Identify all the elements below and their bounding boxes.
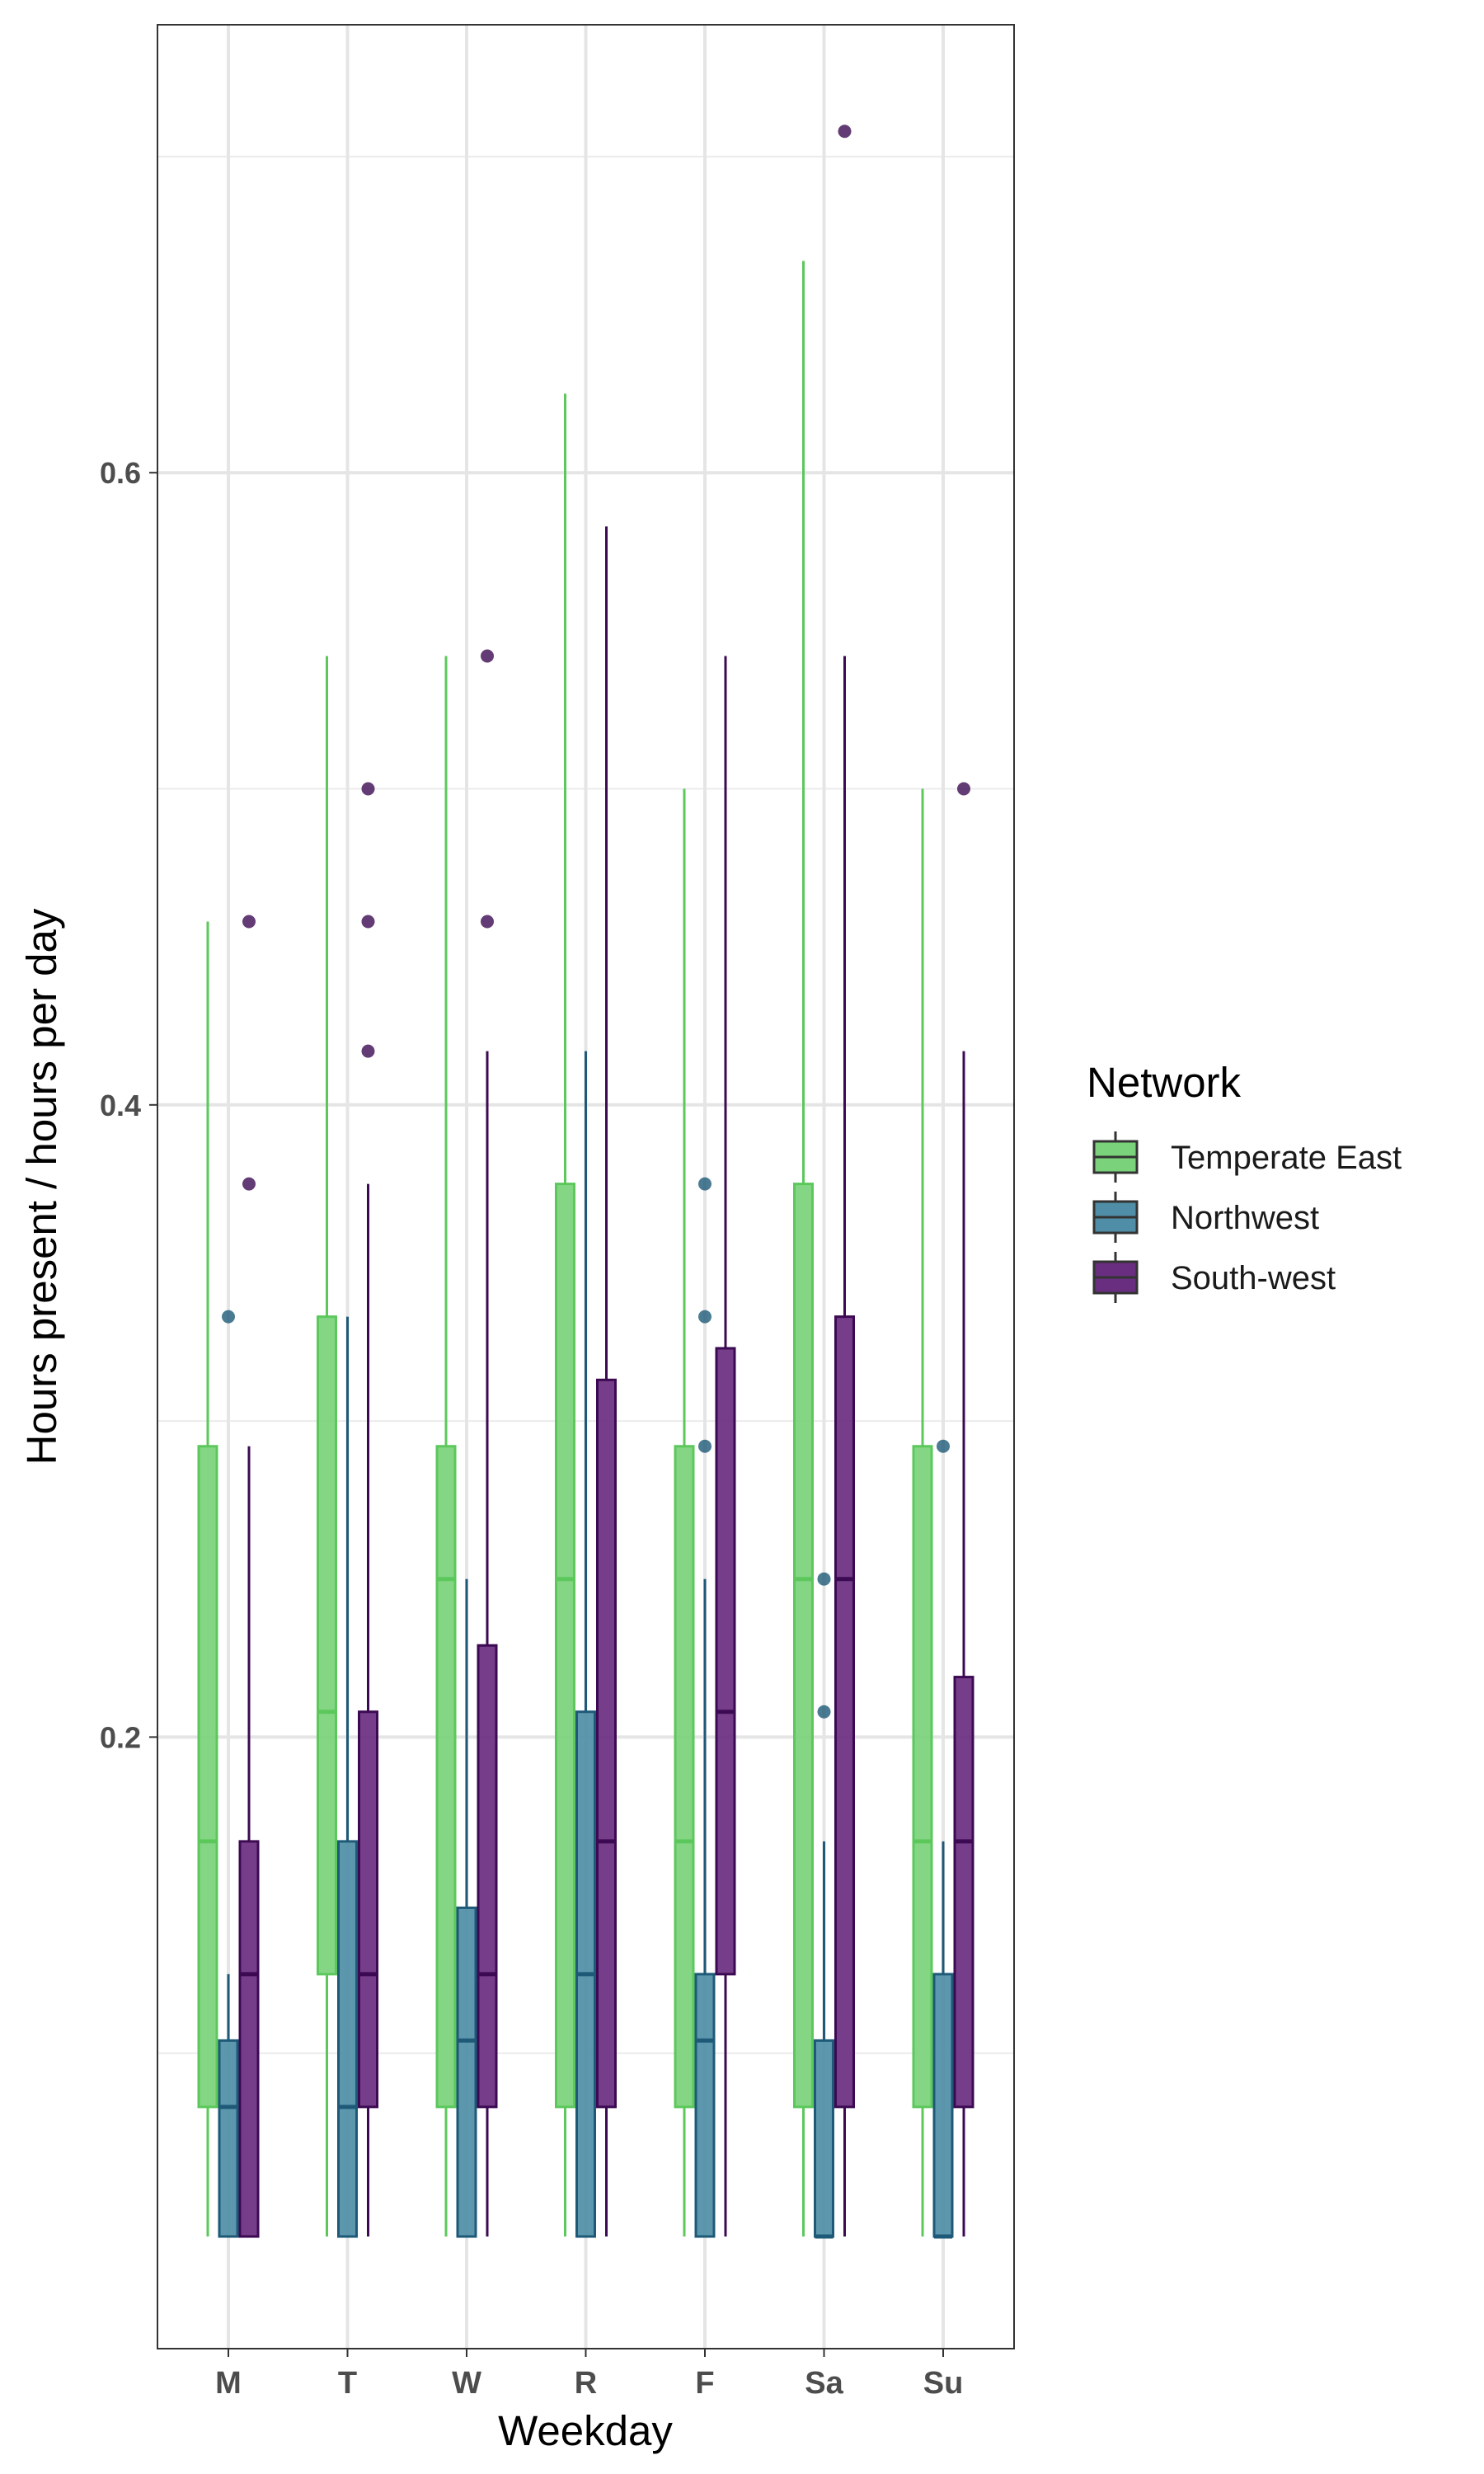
box-south-west-R [596,526,617,2237]
box-northwest-Sa [814,1572,834,2239]
box-body [337,1840,358,2238]
box-body [358,1710,378,2109]
box-south-west-T [358,782,378,2237]
outlier-point [698,1177,711,1191]
legend-item-northwest: Northwest [1092,1192,1319,1243]
legend-label: Temperate East [1171,1140,1402,1176]
box-northwest-W [456,1578,477,2238]
axis-layer: 0.2 0.4 0.6 M T W R F Sa Su [100,456,963,2401]
box-temperate-east-T [317,656,337,2237]
box-northwest-M [218,1310,239,2238]
x-tick-label: F [695,2366,714,2401]
box-temperate-east-W [435,656,457,2237]
outlier-point [361,1044,375,1058]
y-axis-title: Hours present / hours per day [18,908,65,1465]
outlier-point [222,1310,235,1324]
box-body [674,1445,695,2109]
legend-keys: Temperate East Northwest South-west [1092,1131,1402,1303]
box-body [218,2039,239,2238]
x-tick-label: T [338,2366,357,2401]
y-tick-label: 0.4 [100,1089,141,1122]
legend-label: Northwest [1171,1200,1319,1236]
x-tick-label: Sa [805,2366,843,2401]
x-tick-label: W [452,2366,481,2401]
box-body [238,1840,260,2238]
legend: Network Temperate East Northwest South-wes… [1087,1059,1402,1303]
box-body [317,1315,337,1976]
box-body [953,1676,974,2109]
box-body [834,1315,855,2109]
box-body [932,1973,954,2238]
outlier-point [817,1705,831,1719]
outlier-point [242,1177,256,1191]
legend-item-temperate-east: Temperate East [1092,1131,1402,1183]
legend-item-south-west: South-west [1092,1252,1336,1303]
box-temperate-east-Su [912,788,933,2237]
box-south-west-W [477,649,498,2237]
y-tick-label: 0.2 [100,1720,141,1754]
box-body [912,1445,933,2109]
box-body [596,1378,617,2109]
x-axis-title: Weekday [498,2407,673,2454]
outlier-point [838,125,852,139]
y-tick-label: 0.6 [100,456,141,490]
box-body [694,1973,716,2238]
box-south-west-Su [953,782,974,2237]
outlier-point [242,915,256,929]
box-northwest-F [694,1177,716,2238]
outlier-point [481,915,494,929]
box-body [477,1644,498,2109]
box-body [715,1347,736,1976]
legend-title: Network [1087,1059,1242,1106]
box-body [814,2039,834,2238]
box-temperate-east-Sa [793,261,814,2237]
x-tick-label: R [575,2366,597,2401]
box-south-west-F [715,656,736,2237]
box-temperate-east-R [555,393,575,2237]
outlier-point [937,1439,950,1453]
box-temperate-east-M [197,921,218,2237]
box-northwest-R [575,1051,596,2238]
outlier-point [698,1310,711,1324]
box-body [793,1183,814,2109]
legend-label: South-west [1171,1260,1336,1296]
outlier-point [481,649,494,663]
box-temperate-east-F [674,788,695,2237]
outlier-point [361,782,375,796]
x-tick-label: Su [923,2366,964,2401]
box-layer [197,125,974,2239]
box-northwest-Su [932,1439,954,2239]
box-northwest-T [337,1316,358,2238]
box-body [197,1445,218,2109]
outlier-point [817,1572,831,1586]
box-body [435,1445,457,2109]
box-south-west-Sa [834,125,855,2237]
box-south-west-M [238,915,260,2238]
x-tick-label: M [215,2366,242,2401]
outlier-point [957,782,970,796]
box-body [555,1183,575,2109]
outlier-point [361,915,375,929]
outlier-point [698,1439,711,1453]
box-body [456,1906,477,2238]
